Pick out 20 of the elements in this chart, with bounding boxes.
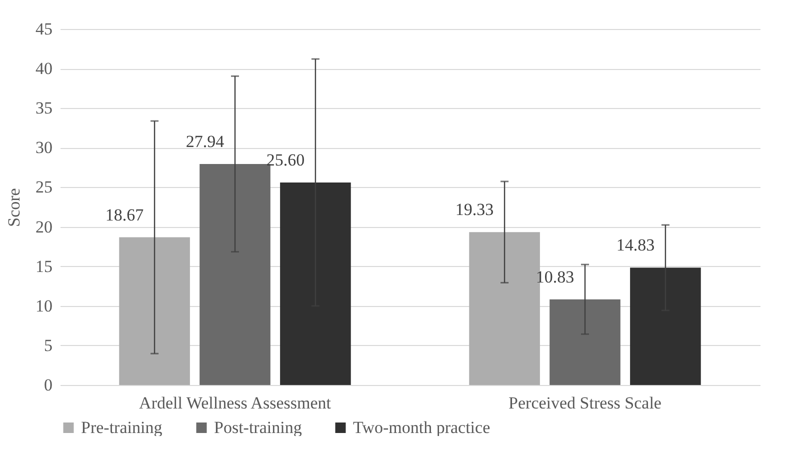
legend-label: Two-month practice: [353, 418, 490, 437]
y-tick-label: 30: [36, 138, 52, 158]
y-tick-label: 35: [36, 98, 52, 118]
x-tick-label: Ardell Wellness Assessment: [139, 394, 332, 412]
data-label: 10.83: [536, 267, 574, 286]
data-label: 14.83: [616, 236, 655, 255]
y-tick-label: 10: [36, 296, 52, 316]
data-label: 18.67: [105, 205, 144, 224]
y-tick-label: 40: [36, 59, 52, 78]
x-tick-label: Perceived Stress Scale: [508, 394, 662, 412]
y-tick-label: 5: [44, 336, 52, 355]
y-tick-label: 25: [36, 178, 52, 197]
y-tick-label: 0: [44, 376, 52, 394]
y-tick-label: 45: [36, 20, 52, 38]
data-label: 25.60: [266, 150, 305, 170]
data-label: 27.94: [186, 132, 225, 151]
y-tick-label: 15: [36, 256, 52, 276]
y-tick-label: 20: [36, 217, 52, 236]
y-axis-title: Score: [4, 188, 24, 227]
data-label: 19.33: [455, 200, 494, 220]
